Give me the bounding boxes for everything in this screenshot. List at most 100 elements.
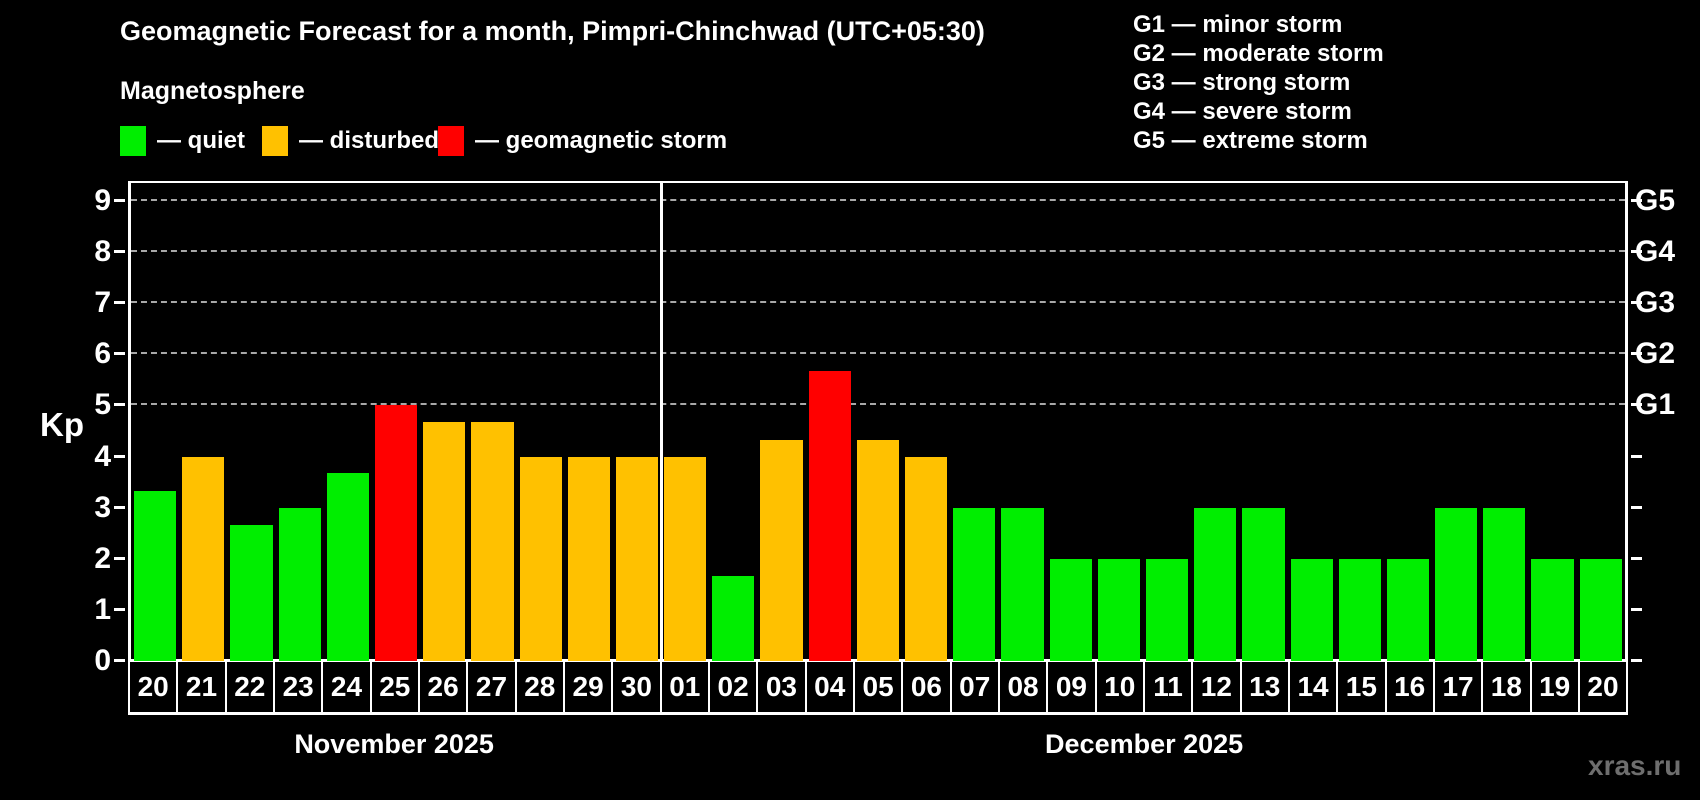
kp-bar-03 <box>760 440 803 661</box>
y-tick-label: 2 <box>94 542 111 575</box>
date-cell: 25 <box>372 662 420 712</box>
date-cell: 12 <box>1193 662 1242 712</box>
y-tick-label: 5 <box>94 388 111 421</box>
axis-tick <box>114 403 125 406</box>
y-tick-label: 6 <box>94 337 111 370</box>
date-cell: 16 <box>1387 662 1435 712</box>
month-labels-row: November 2025 December 2025 <box>128 729 1628 760</box>
kp-bar-16 <box>1386 559 1430 661</box>
kp-bar-28 <box>519 457 562 661</box>
date-cell: 27 <box>468 662 517 712</box>
axis-tick <box>114 608 125 611</box>
bar-slot <box>854 183 902 661</box>
y-tick-label: 7 <box>94 286 111 319</box>
bar-slot <box>998 183 1046 661</box>
date-cell: 11 <box>1145 662 1194 712</box>
bar-slot <box>950 183 998 661</box>
gridline-G1 <box>131 403 1625 405</box>
kp-bar-02 <box>712 576 755 661</box>
bar-slot <box>565 183 613 661</box>
bar-slot <box>227 183 275 661</box>
axis-tick <box>1631 659 1642 662</box>
gridline-G5 <box>131 199 1625 201</box>
axis-tick <box>1631 506 1642 509</box>
date-cell: 28 <box>517 662 565 712</box>
gridline-G4 <box>131 250 1625 252</box>
axis-tick <box>114 301 125 304</box>
plot-area: G1 G2 G3 G4 G5 0 1 2 3 4 5 6 7 8 9 <box>94 181 1675 676</box>
date-cell: 08 <box>1000 662 1049 712</box>
axis-tick <box>114 352 125 355</box>
axis-tick <box>1631 455 1642 458</box>
g-scale-line: G3 — strong storm <box>1133 69 1351 96</box>
date-cell: 09 <box>1048 662 1097 712</box>
axis-tick <box>1631 557 1642 560</box>
storm-color-swatch <box>438 126 464 156</box>
g-level-label-G5: G5 <box>1635 184 1676 217</box>
kp-bar-20 <box>134 491 177 661</box>
g-scale-legend: G1 — minor storm G2 — moderate storm G3 … <box>1133 10 1384 155</box>
bar-slot <box>902 183 950 661</box>
date-cell: 18 <box>1483 662 1532 712</box>
kp-bar-01 <box>664 457 707 661</box>
kp-bar-12 <box>1194 508 1237 661</box>
date-cell: 20 <box>128 662 179 712</box>
bar-slot <box>468 183 516 661</box>
bar-slot <box>179 183 227 661</box>
axis-tick <box>114 250 125 253</box>
bar-slot <box>613 183 661 661</box>
kp-bar-30 <box>615 457 659 661</box>
kp-bar-07 <box>953 508 996 661</box>
kp-bar-22 <box>230 525 273 661</box>
kp-bar-15 <box>1338 559 1381 661</box>
y-tick-label: 8 <box>94 235 111 268</box>
kp-bar-17 <box>1435 508 1478 661</box>
bar-slot <box>806 183 854 661</box>
bar-slot <box>420 183 468 661</box>
date-cell: 05 <box>855 662 904 712</box>
kp-bar-24 <box>326 473 369 661</box>
g-level-label-G1: G1 <box>1635 388 1676 421</box>
bar-slot <box>1528 183 1576 661</box>
g-scale-line: G5 — extreme storm <box>1133 127 1368 154</box>
kp-bar-06 <box>905 457 948 661</box>
quiet-color-swatch <box>120 126 146 156</box>
bar-slot <box>324 183 372 661</box>
axis-tick <box>114 659 125 662</box>
date-cell: 19 <box>1532 662 1580 712</box>
date-cell: 24 <box>323 662 372 712</box>
legend-label-quiet: — quiet <box>157 127 245 154</box>
bar-slot <box>1143 183 1191 661</box>
y-tick-label: 0 <box>94 644 111 677</box>
bar-slot <box>709 183 757 661</box>
axis-tick <box>1631 608 1642 611</box>
kp-bar-20 <box>1579 559 1622 661</box>
date-cell: 14 <box>1290 662 1339 712</box>
bar-slot <box>1047 183 1095 661</box>
date-cell: 06 <box>903 662 952 712</box>
kp-bar-21 <box>182 457 225 661</box>
axis-tick <box>1631 301 1642 304</box>
legend-item-storm: — geomagnetic storm <box>438 126 727 156</box>
bar-slot <box>1191 183 1239 661</box>
kp-bar-29 <box>567 457 610 661</box>
bar-slot <box>1432 183 1480 661</box>
g-scale-line: G4 — severe storm <box>1133 98 1352 125</box>
g-level-label-G2: G2 <box>1635 337 1676 370</box>
watermark: xras.ru <box>1588 750 1682 781</box>
bar-slot <box>1239 183 1287 661</box>
month-label: November 2025 <box>294 729 494 759</box>
bar-slot <box>276 183 324 661</box>
kp-bar-19 <box>1531 559 1574 661</box>
bar-slot <box>517 183 565 661</box>
bar-slot <box>1577 183 1625 661</box>
kp-bar-26 <box>423 422 466 661</box>
kp-bar-25 <box>374 405 418 661</box>
axis-tick <box>1631 352 1642 355</box>
date-cell: 01 <box>662 662 710 712</box>
bar-slot <box>661 183 709 661</box>
date-cell: 13 <box>1242 662 1290 712</box>
axis-tick <box>1631 199 1642 202</box>
kp-bar-09 <box>1049 559 1092 661</box>
date-cell: 30 <box>613 662 662 712</box>
